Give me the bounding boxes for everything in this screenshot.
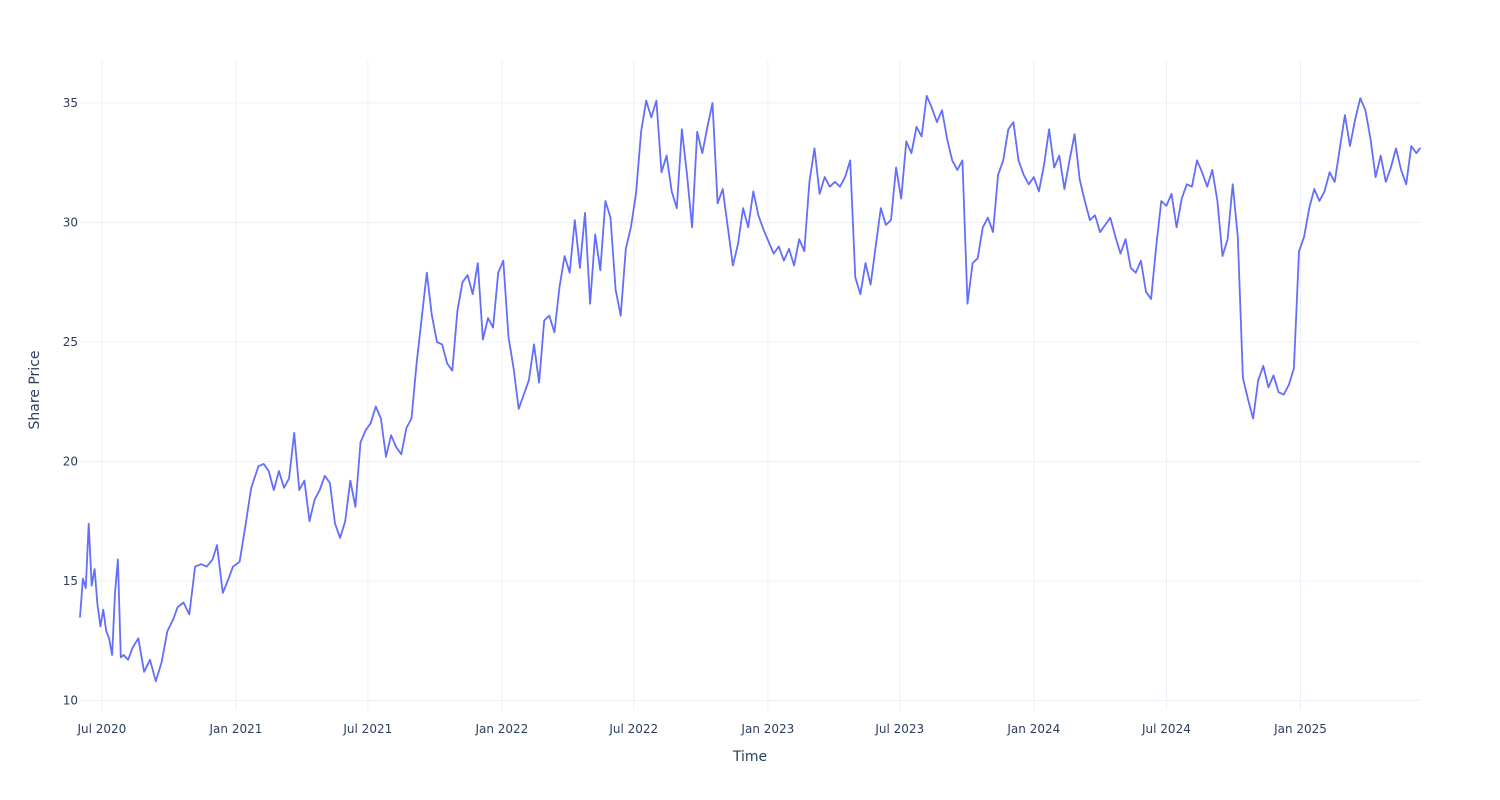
x-tick-label: Jul 2022 <box>608 722 658 736</box>
grid <box>80 60 1420 710</box>
y-axis-title: Share Price <box>27 350 43 429</box>
x-tick-label: Jan 2025 <box>1273 722 1327 736</box>
x-tick-label: Jul 2021 <box>342 722 392 736</box>
x-tick-label: Jan 2023 <box>740 722 794 736</box>
x-axis-title: Time <box>732 749 767 765</box>
x-axis-ticks: Jul 2020 Jan 2021 Jul 2021 Jan 2022 Jul 2022… <box>76 722 1326 736</box>
y-tick-label: 35 <box>63 96 78 110</box>
series-line <box>79 94 1421 683</box>
y-tick-label: 25 <box>63 335 78 349</box>
x-tick-label: Jan 2021 <box>209 722 263 736</box>
plot-area <box>79 94 1421 683</box>
y-tick-label: 30 <box>63 216 78 230</box>
x-tick-label: Jul 2020 <box>76 722 126 736</box>
x-tick-label: Jul 2024 <box>1141 722 1191 736</box>
x-tick-label: Jul 2023 <box>874 722 924 736</box>
y-axis-ticks: 10 15 20 25 30 35 <box>63 96 78 707</box>
y-tick-label: 20 <box>63 454 78 468</box>
y-tick-label: 15 <box>63 574 78 588</box>
x-tick-label: Jan 2024 <box>1006 722 1060 736</box>
y-tick-label: 10 <box>63 693 78 707</box>
x-tick-label: Jan 2022 <box>474 722 528 736</box>
